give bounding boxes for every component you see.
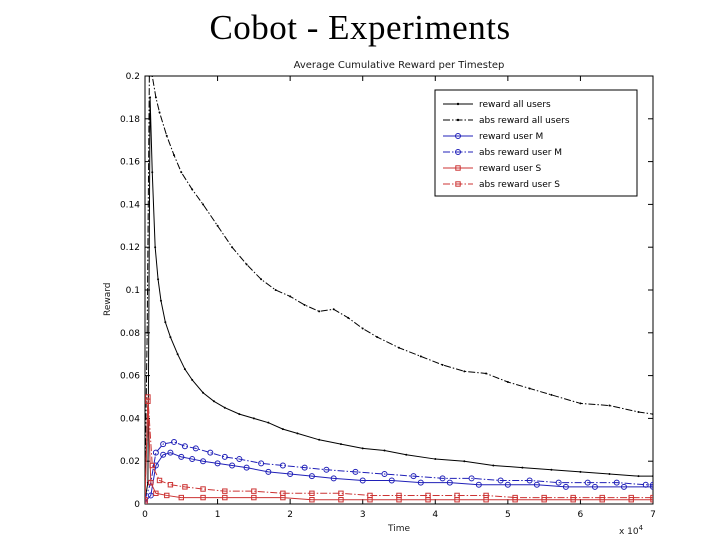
svg-text:0.1: 0.1 bbox=[126, 286, 140, 296]
svg-text:4: 4 bbox=[432, 510, 438, 520]
series-0 bbox=[145, 96, 653, 501]
series-5 bbox=[145, 394, 653, 503]
svg-text:6: 6 bbox=[578, 510, 584, 520]
legend-label: abs reward all users bbox=[479, 116, 570, 126]
svg-text:0.02: 0.02 bbox=[120, 457, 140, 467]
svg-text:1: 1 bbox=[215, 510, 221, 520]
x-scale-note: x 104 bbox=[619, 524, 643, 537]
plot-svg: 0 1 2 3 4 5 6 7 0 0.02 0.04 0.06 0.08 0.1 0.12 0.14 0.16… bbox=[120, 72, 656, 520]
y-axis-label: Reward bbox=[103, 282, 113, 316]
series-4 bbox=[145, 398, 653, 504]
svg-text:0.12: 0.12 bbox=[120, 243, 140, 253]
legend-label: reward user S bbox=[479, 164, 542, 174]
legend-label: reward all users bbox=[479, 100, 551, 110]
svg-text:7: 7 bbox=[650, 510, 656, 520]
tick-labels: 0 1 2 3 4 5 6 7 0 0.02 0.04 0.06 0.08 0.1 0.12 0.14 0.16… bbox=[120, 72, 656, 520]
svg-text:0.06: 0.06 bbox=[120, 372, 140, 382]
legend-label: abs reward user M bbox=[479, 148, 562, 158]
svg-text:0.18: 0.18 bbox=[120, 115, 140, 125]
chart-figure: Average Cumulative Reward per Timestep 0… bbox=[97, 58, 683, 537]
svg-text:0: 0 bbox=[142, 510, 148, 520]
legend: reward all users abs reward all users rewa… bbox=[434, 89, 638, 197]
svg-text:0: 0 bbox=[134, 500, 140, 510]
svg-text:0.14: 0.14 bbox=[120, 200, 140, 210]
svg-text:0.2: 0.2 bbox=[126, 72, 140, 82]
axes bbox=[144, 75, 654, 505]
x-axis-label: Time bbox=[387, 524, 411, 534]
svg-text:0.16: 0.16 bbox=[120, 158, 140, 168]
svg-text:5: 5 bbox=[505, 510, 511, 520]
legend-label: reward user M bbox=[479, 132, 543, 142]
series-2 bbox=[145, 449, 653, 504]
svg-text:0.08: 0.08 bbox=[120, 329, 140, 339]
svg-text:0.04: 0.04 bbox=[120, 414, 140, 424]
slide-title: Cobot - Experiments bbox=[209, 8, 511, 47]
legend-label: abs reward user S bbox=[479, 180, 560, 190]
x-scale-base: x 10 bbox=[619, 527, 639, 537]
x-scale-exponent: 4 bbox=[638, 524, 644, 532]
series-1 bbox=[145, 76, 653, 484]
svg-text:2: 2 bbox=[287, 510, 293, 520]
svg-text:3: 3 bbox=[360, 510, 366, 520]
chart-title: Average Cumulative Reward per Timestep bbox=[293, 60, 505, 71]
